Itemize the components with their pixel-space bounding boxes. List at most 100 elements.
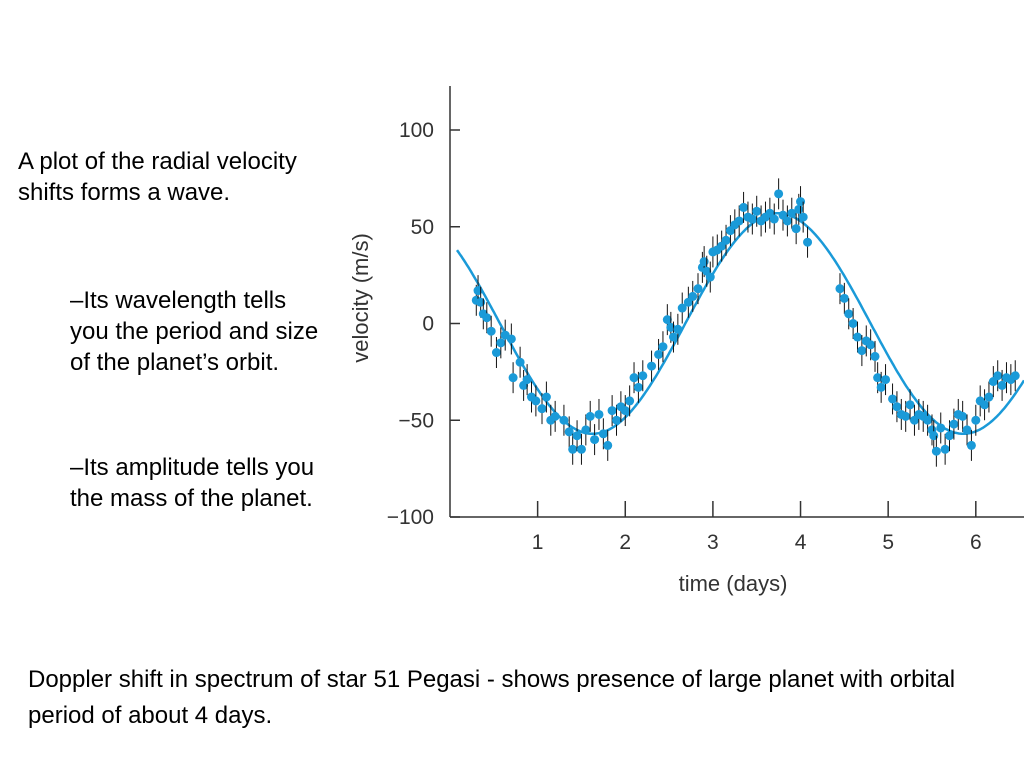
data-point: [705, 272, 715, 282]
data-point: [796, 197, 806, 207]
data-point: [699, 257, 709, 267]
data-point: [774, 189, 784, 199]
data-point: [848, 319, 858, 328]
data-point: [844, 309, 854, 319]
data-point: [747, 214, 757, 224]
data-point: [541, 392, 551, 402]
data-point: [531, 396, 541, 406]
data-point: [857, 346, 867, 356]
data-point: [873, 373, 883, 383]
data-point: [962, 425, 972, 435]
data-point: [476, 297, 486, 307]
y-tick-label: 50: [411, 216, 434, 239]
data-point: [662, 315, 672, 325]
data-point: [945, 431, 955, 441]
x-tick-label: 6: [970, 531, 982, 554]
data-point: [612, 415, 622, 425]
data-point: [734, 216, 744, 226]
data-point: [658, 342, 668, 352]
data-point: [936, 423, 946, 433]
data-point: [576, 444, 586, 454]
data-point: [482, 313, 492, 323]
data-point: [721, 235, 731, 245]
data-point: [997, 380, 1007, 390]
data-points-layer: [471, 178, 1020, 467]
bullet-amplitude: –Its amplitude tells you the mass of the…: [70, 454, 315, 512]
x-axis-label: time (days): [679, 571, 788, 596]
data-point: [769, 214, 779, 224]
radial-velocity-chart: 100 50 0 −50 −100 1 2 3 4 5 6 time (days) velocity…: [348, 86, 1024, 596]
data-point: [852, 332, 862, 342]
data-point: [473, 286, 483, 296]
data-point: [550, 411, 560, 421]
data-point: [625, 396, 635, 406]
data-point: [581, 425, 591, 435]
data-point: [607, 406, 617, 416]
data-point: [923, 415, 933, 425]
y-axis-label: velocity (m/s): [348, 233, 373, 363]
data-point: [594, 409, 604, 419]
data-point: [966, 440, 976, 450]
data-point: [870, 351, 880, 361]
data-point: [598, 429, 608, 439]
data-point: [993, 371, 1003, 381]
data-point: [673, 324, 683, 334]
data-point: [803, 237, 813, 247]
data-point: [568, 444, 578, 454]
y-tick-label: 100: [399, 119, 434, 142]
data-point: [506, 334, 516, 344]
data-point: [515, 357, 525, 367]
data-point: [892, 402, 902, 412]
data-point: [1010, 371, 1020, 381]
data-point: [752, 206, 762, 216]
data-point: [980, 400, 990, 410]
data-point: [739, 202, 749, 212]
caption-text: Doppler shift in spectrum of star 51 Peg…: [28, 666, 956, 729]
data-point: [794, 204, 804, 214]
data-point: [835, 284, 845, 294]
data-point: [876, 382, 886, 392]
data-point: [620, 406, 630, 416]
data-point: [508, 373, 518, 383]
data-point: [971, 415, 981, 425]
data-point: [931, 446, 941, 456]
x-tick-label: 4: [795, 531, 807, 554]
data-point: [654, 349, 664, 359]
data-point: [688, 291, 698, 301]
data-point: [564, 427, 574, 437]
data-point: [585, 411, 595, 421]
data-point: [949, 419, 959, 429]
data-point: [668, 332, 678, 342]
data-point: [647, 361, 657, 371]
data-point: [940, 444, 950, 454]
data-point: [590, 435, 600, 445]
data-point: [486, 326, 496, 336]
chart-axes: 100 50 0 −50 −100 1 2 3 4 5 6: [387, 86, 1024, 554]
data-point: [491, 348, 501, 358]
data-point: [522, 375, 532, 385]
data-point: [572, 431, 582, 441]
data-point: [905, 400, 915, 410]
data-point: [633, 382, 643, 392]
data-point: [798, 212, 808, 222]
data-point: [603, 440, 613, 450]
data-point: [559, 415, 569, 425]
data-point: [537, 404, 547, 414]
y-tick-label: −50: [398, 409, 434, 432]
data-point: [629, 373, 639, 383]
x-tick-label: 3: [707, 531, 719, 554]
data-point: [791, 224, 801, 234]
x-tick-label: 5: [882, 531, 894, 554]
data-point: [787, 208, 797, 218]
data-point: [866, 340, 876, 350]
data-point: [693, 284, 703, 294]
data-point: [929, 431, 939, 441]
data-point: [782, 216, 792, 226]
data-point: [496, 338, 506, 348]
data-point: [839, 293, 849, 303]
data-point: [984, 392, 994, 402]
data-point: [888, 394, 898, 404]
y-tick-label: 0: [422, 313, 434, 336]
x-tick-label: 2: [619, 531, 631, 554]
data-point: [677, 303, 687, 313]
